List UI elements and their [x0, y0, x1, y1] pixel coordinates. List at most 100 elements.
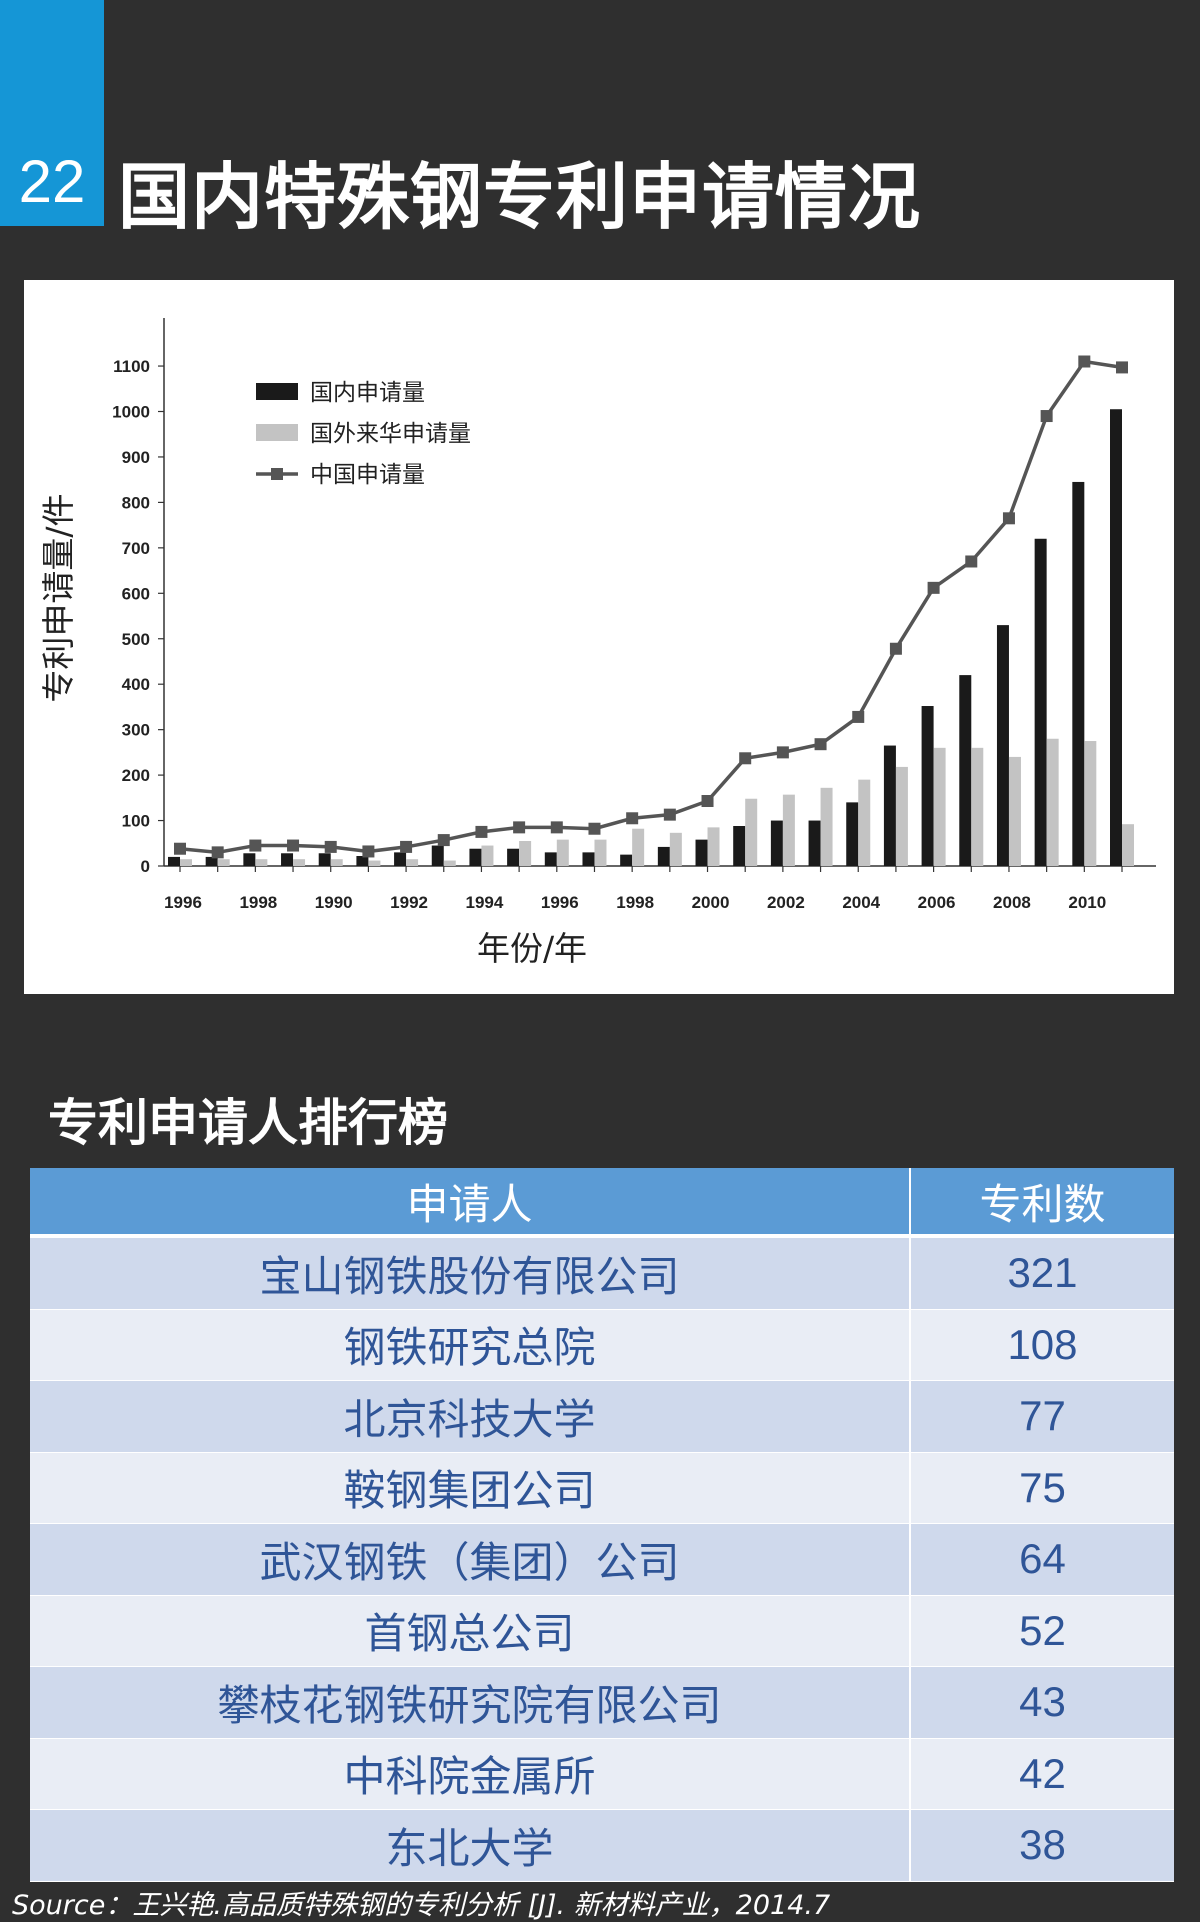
- line-point: [1116, 361, 1128, 374]
- x-tick-label: 1998: [616, 893, 654, 912]
- line-point: [889, 642, 902, 655]
- applicant-cell: 宝山钢铁股份有限公司: [30, 1236, 911, 1310]
- line-point: [475, 825, 488, 838]
- line-point: [174, 842, 186, 855]
- table-row: 首钢总公司 52: [30, 1595, 1174, 1667]
- bar-foreign: [1084, 741, 1097, 866]
- chart-panel: 0 100 200 300 400 500 600 700 800 900 1000 1100 1996…: [24, 280, 1174, 994]
- bar-domestic: [770, 820, 783, 866]
- bar-foreign: [255, 859, 268, 866]
- x-tick-label: 1996: [164, 893, 202, 912]
- applicant-cell: 东北大学: [30, 1809, 911, 1882]
- table-row: 武汉钢铁（集团）公司 64: [30, 1523, 1174, 1596]
- bar-foreign: [933, 747, 946, 866]
- ranking-table: 申请人 专利数 宝山钢铁股份有限公司 321 钢铁研究总院 108 北京科技大学…: [30, 1168, 1174, 1882]
- count-cell: 108: [910, 1309, 1174, 1381]
- line-point: [1078, 355, 1091, 368]
- count-cell: 64: [910, 1523, 1174, 1596]
- bar-domestic: [281, 853, 294, 866]
- bar-domestic: [1034, 538, 1047, 866]
- y-tick-label: 1000: [112, 403, 150, 422]
- bar-domestic: [469, 848, 482, 866]
- count-cell: 52: [910, 1595, 1174, 1667]
- y-tick-label: 700: [122, 539, 150, 558]
- bar-domestic: [733, 826, 746, 866]
- line-point: [362, 845, 375, 858]
- x-tick-label: 2006: [918, 893, 956, 912]
- bar-domestic: [168, 856, 180, 866]
- bar-foreign: [217, 859, 230, 866]
- applicant-cell: 鞍钢集团公司: [30, 1452, 911, 1524]
- count-cell: 38: [910, 1809, 1174, 1882]
- x-axis-label: 年份/年: [477, 929, 587, 968]
- bar-domestic: [318, 853, 331, 866]
- slide-number: 22: [18, 148, 86, 215]
- source-citation: Source：王兴艳.高品质特殊钢的专利分析 [J]. 新材料产业，2014.7: [12, 1890, 831, 1921]
- legend-total-marker: [271, 468, 283, 480]
- bar-foreign: [594, 839, 607, 866]
- bar-foreign: [669, 832, 682, 866]
- slide-number-badge: 22: [0, 0, 104, 226]
- line-point: [550, 821, 563, 834]
- x-tick-label: 1994: [466, 893, 504, 912]
- line-point: [663, 808, 676, 821]
- bar-foreign: [519, 841, 532, 866]
- x-tick-label: 2010: [1068, 893, 1106, 912]
- bar-foreign: [330, 859, 343, 866]
- count-cell: 42: [910, 1738, 1174, 1810]
- bar-domestic: [808, 820, 821, 866]
- x-tick-label: 1990: [315, 893, 353, 912]
- patent-chart: 0 100 200 300 400 500 600 700 800 900 1000 1100 1996…: [39, 318, 1156, 968]
- bar-foreign: [895, 766, 908, 866]
- header-patent-count: 专利数: [910, 1168, 1174, 1238]
- bar-foreign: [820, 787, 833, 866]
- line-point: [739, 752, 752, 765]
- bar-domestic: [1072, 481, 1085, 866]
- line-point: [324, 840, 337, 853]
- applicant-cell: 北京科技大学: [30, 1380, 911, 1453]
- bar-domestic: [205, 856, 218, 866]
- line-point: [701, 795, 714, 808]
- y-axis-label: 专利申请量/件: [39, 493, 78, 702]
- x-tick-label: 2008: [993, 893, 1031, 912]
- bar-domestic: [431, 845, 444, 866]
- x-tick-label: 2000: [692, 893, 730, 912]
- x-tick-label: 1998: [239, 893, 277, 912]
- x-tick-label: 2002: [767, 893, 805, 912]
- line-point: [1040, 410, 1053, 423]
- y-tick-label: 500: [122, 630, 150, 649]
- line-point: [1002, 512, 1015, 525]
- legend-foreign-swatch: [256, 424, 298, 441]
- line-point: [400, 840, 413, 853]
- bar-domestic: [507, 848, 520, 866]
- bar-foreign: [858, 779, 871, 866]
- bar-foreign: [406, 859, 419, 866]
- line-point: [965, 555, 978, 568]
- x-tick-label: 1992: [390, 893, 428, 912]
- line-total: [179, 359, 1123, 855]
- bar-domestic: [921, 706, 934, 866]
- line-point: [814, 738, 827, 751]
- bar-domestic: [1110, 409, 1122, 866]
- bar-foreign: [481, 845, 494, 866]
- line-point: [626, 812, 639, 825]
- y-tick-label: 0: [141, 857, 150, 876]
- bar-domestic: [846, 802, 859, 866]
- bar-domestic: [996, 625, 1009, 866]
- count-cell: 77: [910, 1380, 1174, 1453]
- bar-foreign: [632, 828, 645, 866]
- bar-foreign: [1046, 738, 1059, 866]
- count-cell: 43: [910, 1666, 1174, 1739]
- legend-total: 中国申请量: [310, 462, 425, 488]
- y-tick-label: 300: [122, 721, 150, 740]
- line-point: [211, 846, 224, 859]
- bar-domestic: [620, 854, 633, 866]
- table-header-row: 申请人 专利数: [30, 1168, 1174, 1238]
- line-point: [776, 746, 789, 759]
- page-title: 国内特殊钢专利申请情况: [118, 155, 922, 239]
- table-row: 鞍钢集团公司 75: [30, 1452, 1174, 1524]
- y-tick-label: 1100: [113, 357, 150, 376]
- legend-domestic-swatch: [256, 383, 298, 400]
- count-cell: 75: [910, 1452, 1174, 1524]
- table-row: 钢铁研究总院 108: [30, 1309, 1174, 1381]
